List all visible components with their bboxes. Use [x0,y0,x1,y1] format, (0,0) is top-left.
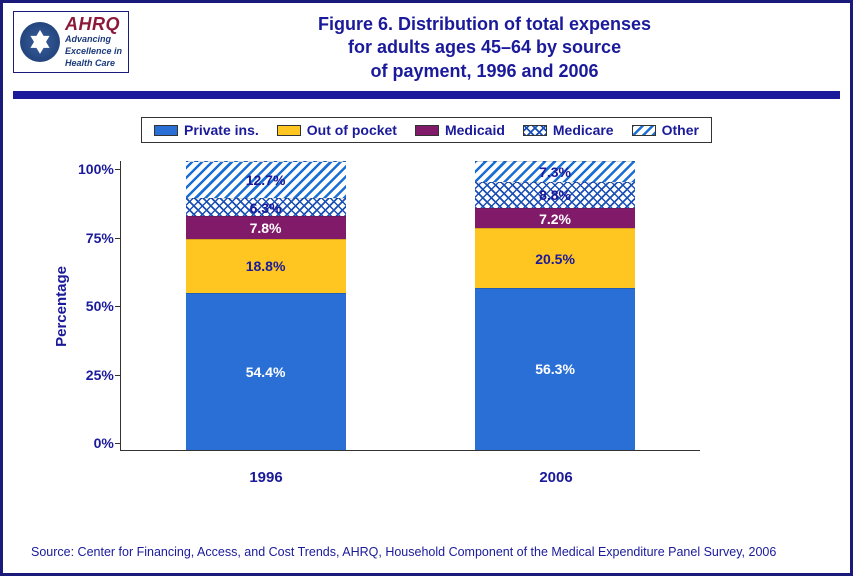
stacked-bar: 56.3%20.5%7.2%8.8%7.3% [475,161,635,450]
stacked-bar: 54.4%18.8%7.8%6.3%12.7% [186,161,346,450]
legend-swatch [632,125,656,136]
bar-segment: 12.7% [186,161,346,198]
legend-item: Medicaid [415,122,505,138]
plot-area: 54.4%18.8%7.8%6.3%12.7% 56.3%20.5%7.2%8.8… [120,161,700,451]
legend-swatch [154,125,178,136]
y-tick: 25% [78,367,114,383]
legend-swatch [523,125,547,136]
source-note: Source: Center for Financing, Access, an… [31,545,822,559]
legend-item: Other [632,122,699,138]
legend-item: Out of pocket [277,122,397,138]
plot-row: Percentage 100% 75% 50% 25% 0% 54.4%18.8%7.8… [53,161,800,451]
y-tick: 50% [78,298,114,314]
legend-swatch [277,125,301,136]
legend-label: Medicaid [445,122,505,138]
legend-swatch [415,125,439,136]
bar-segment: 7.3% [475,161,635,182]
legend-item: Private ins. [154,122,259,138]
ahrq-tagline-3: Health Care [65,59,122,69]
hhs-seal-icon [20,22,60,62]
ahrq-tagline-1: Advancing [65,35,122,45]
title-line-3: of payment, 1996 and 2006 [129,60,840,83]
figure-frame: AHRQ Advancing Excellence in Health Care… [0,0,853,576]
y-tick: 75% [78,230,114,246]
bar-segment: 6.3% [186,198,346,216]
ahrq-logo-text: AHRQ Advancing Excellence in Health Care [65,15,122,69]
ahrq-tagline-2: Excellence in [65,47,122,57]
y-axis-label: Percentage [53,266,70,347]
title-line-1: Figure 6. Distribution of total expenses [129,13,840,36]
y-tick: 0% [78,435,114,451]
legend: Private ins. Out of pocket Medicaid Medicar… [141,117,712,143]
legend-label: Medicare [553,122,614,138]
legend-label: Private ins. [184,122,259,138]
legend-item: Medicare [523,122,614,138]
y-tick: 100% [78,161,114,177]
figure-title: Figure 6. Distribution of total expenses… [129,11,840,83]
legend-label: Other [662,122,699,138]
x-tick-label: 1996 [186,469,346,486]
x-tick-label: 2006 [476,469,636,486]
bar-segment: 56.3% [475,288,635,451]
bar-segment: 54.4% [186,293,346,450]
title-line-2: for adults ages 45–64 by source [129,36,840,59]
bar-segment: 18.8% [186,239,346,293]
header: AHRQ Advancing Excellence in Health Care… [3,3,850,83]
bar-segment: 8.8% [475,182,635,207]
legend-label: Out of pocket [307,122,397,138]
bar-segment: 7.8% [186,216,346,239]
y-axis: 100% 75% 50% 25% 0% [78,161,120,451]
x-axis-labels: 1996 2006 [121,469,701,486]
chart: Private ins. Out of pocket Medicaid Medicar… [53,117,800,486]
bar-segment: 20.5% [475,228,635,287]
ahrq-logo-box: AHRQ Advancing Excellence in Health Care [13,11,129,73]
ahrq-wordmark: AHRQ [65,15,122,33]
bar-segment: 7.2% [475,208,635,229]
header-divider [13,91,840,99]
